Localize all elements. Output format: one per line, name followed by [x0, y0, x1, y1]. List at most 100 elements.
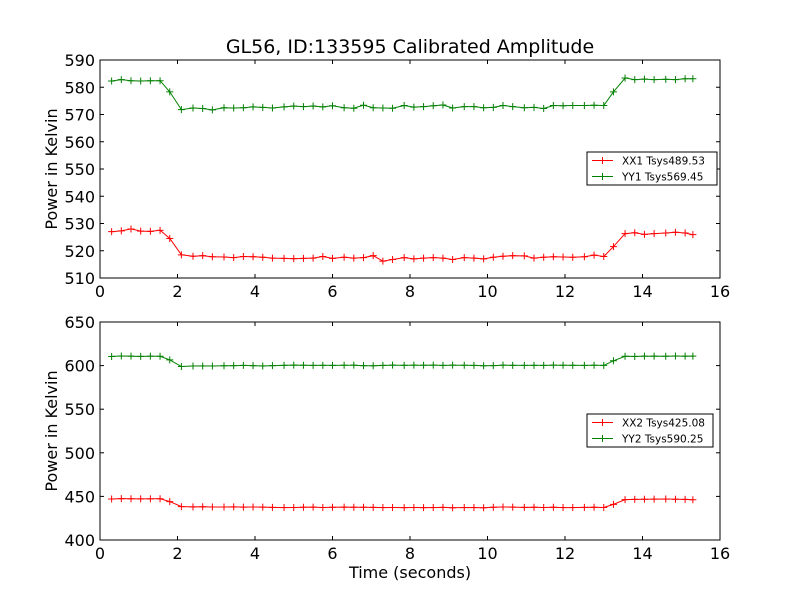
data-point — [220, 362, 228, 370]
data-point — [280, 361, 288, 369]
y-axis-label-bottom: Power in Kelvin — [42, 370, 61, 491]
data-point — [520, 104, 528, 112]
data-point — [299, 503, 307, 511]
data-point — [590, 503, 598, 511]
data-point — [340, 253, 348, 261]
data-point — [249, 503, 257, 511]
data-point — [549, 503, 557, 511]
data-point — [460, 503, 468, 511]
y-tick-label: 540 — [64, 187, 95, 206]
data-point — [509, 103, 517, 111]
data-point — [290, 503, 298, 511]
legend-box — [586, 151, 718, 186]
data-point — [530, 254, 538, 262]
data-point — [590, 101, 598, 109]
data-point — [189, 362, 197, 370]
data-point — [449, 504, 457, 512]
data-point — [117, 76, 125, 84]
data-point — [439, 361, 447, 369]
data-point — [299, 254, 307, 262]
data-point — [369, 104, 377, 112]
data-point — [621, 352, 629, 360]
data-point — [299, 361, 307, 369]
data-point — [429, 254, 437, 262]
data-point — [239, 503, 247, 511]
data-point — [509, 503, 517, 511]
y-axis-label-top: Power in Kelvin — [42, 108, 61, 229]
data-point — [108, 228, 116, 236]
data-point — [429, 504, 437, 512]
data-point — [631, 352, 639, 360]
data-point — [559, 504, 567, 512]
data-point — [350, 503, 358, 511]
data-point — [340, 361, 348, 369]
data-point — [137, 77, 145, 85]
data-point — [662, 229, 670, 237]
data-point — [420, 504, 428, 512]
y-tick-label: 450 — [64, 487, 95, 506]
data-point — [580, 503, 588, 511]
data-point — [220, 253, 228, 261]
data-point — [671, 352, 679, 360]
data-point — [520, 252, 528, 260]
data-point — [290, 255, 298, 263]
legend-marker — [599, 435, 606, 442]
data-point — [439, 101, 447, 109]
data-point — [662, 352, 670, 360]
data-point — [410, 103, 418, 111]
data-point — [350, 254, 358, 262]
data-point — [460, 103, 468, 111]
data-point — [509, 361, 517, 369]
data-point — [127, 77, 135, 85]
data-point — [389, 104, 397, 112]
data-point — [621, 230, 629, 238]
data-point — [319, 103, 327, 111]
data-point — [609, 500, 617, 508]
data-point — [509, 252, 517, 260]
data-point — [146, 227, 154, 235]
data-point — [156, 352, 164, 360]
data-point — [559, 253, 567, 261]
x-tick-label: 14 — [632, 544, 652, 563]
data-point — [549, 102, 557, 110]
data-point — [681, 495, 689, 503]
data-point — [230, 104, 238, 112]
y-tick-label: 560 — [64, 133, 95, 152]
top-plot: 0 2 4 6 8 10 12 14 16 510 520 530 540 550 560 570 580 590… — [64, 51, 730, 301]
data-point — [540, 503, 548, 511]
data-point — [470, 504, 478, 512]
data-point — [268, 362, 276, 370]
data-point — [189, 252, 197, 260]
data-point — [650, 352, 658, 360]
data-point — [569, 253, 577, 261]
data-point — [569, 504, 577, 512]
data-point — [177, 362, 185, 370]
data-point — [189, 503, 197, 511]
data-point — [549, 361, 557, 369]
data-point — [379, 257, 387, 265]
x-tick-label: 10 — [477, 282, 497, 301]
data-point — [360, 362, 367, 370]
data-point — [156, 77, 164, 85]
data-point — [640, 230, 648, 238]
data-point — [369, 362, 377, 370]
data-point — [108, 77, 116, 85]
data-point — [499, 102, 507, 110]
data-point — [156, 495, 164, 503]
x-tick-label: 8 — [405, 544, 415, 563]
data-point — [360, 101, 367, 109]
data-point — [220, 104, 228, 112]
data-point — [309, 503, 317, 511]
data-point — [340, 503, 348, 511]
data-point — [480, 104, 488, 112]
data-point — [580, 102, 588, 110]
data-point — [671, 495, 679, 503]
data-point — [127, 225, 135, 233]
data-point — [259, 253, 267, 261]
data-point — [208, 362, 216, 370]
data-point — [166, 498, 174, 506]
data-point — [166, 356, 174, 364]
data-point — [389, 503, 397, 511]
legend-label: XX1 Tsys489.53 — [622, 156, 705, 168]
x-tick-label: 2 — [172, 544, 182, 563]
